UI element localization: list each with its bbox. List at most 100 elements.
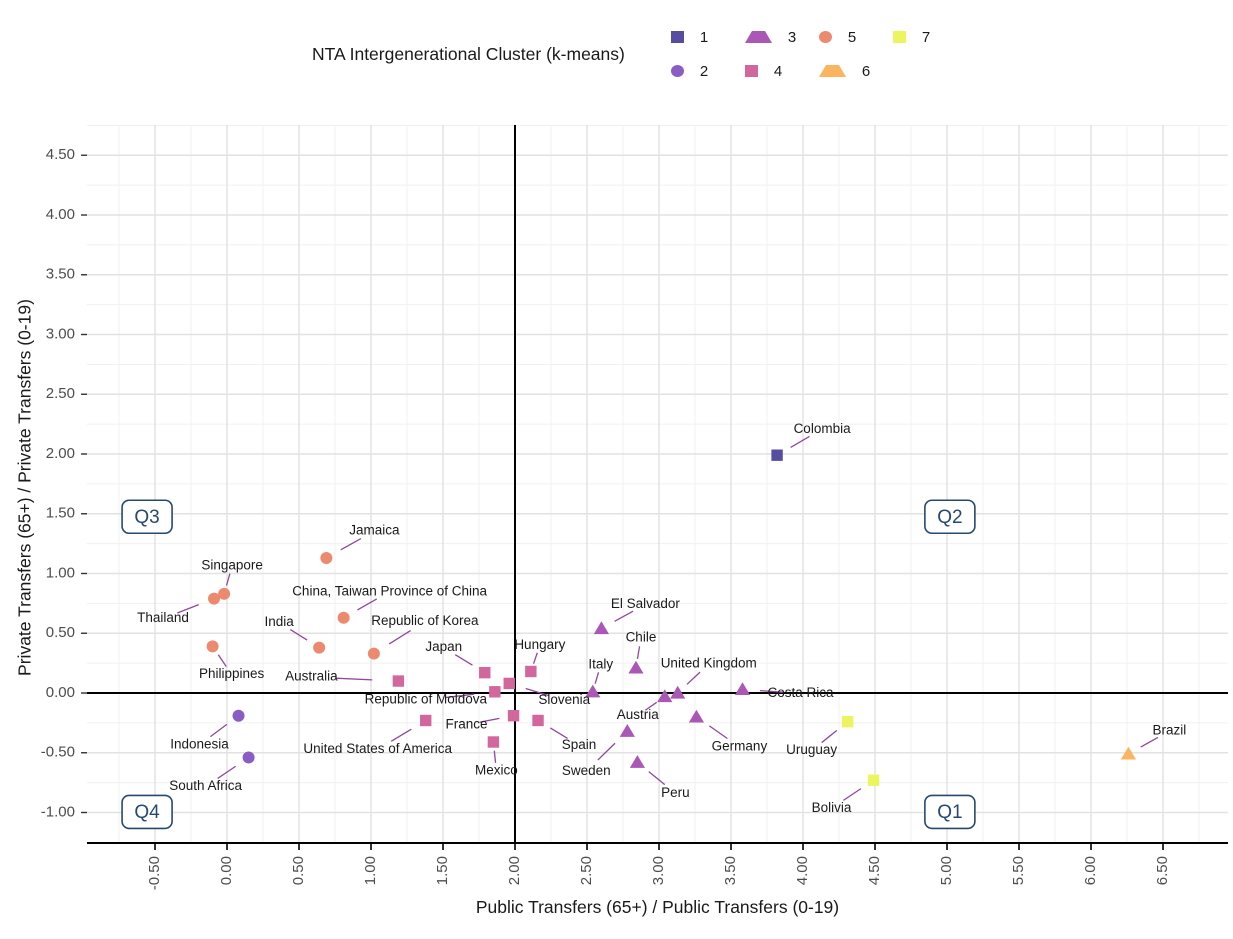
country-label-brazil: Brazil	[1153, 723, 1187, 738]
data-point-slovenia	[503, 677, 515, 690]
country-label-bolivia: Bolivia	[812, 800, 852, 815]
data-point-australia	[392, 675, 405, 687]
x-tick-label: 2.50	[578, 856, 595, 885]
label-leader-line	[210, 723, 228, 738]
x-tick-label: 4.50	[866, 856, 883, 885]
legend-circle-icon	[670, 65, 684, 77]
data-point-austria	[657, 689, 673, 703]
y-tick-label: 0.50	[46, 624, 75, 641]
label-leader-line	[445, 693, 475, 699]
legend-square-icon	[670, 31, 684, 43]
data-point-thailand	[208, 592, 221, 605]
data-point-italy	[585, 684, 601, 698]
label-leader-line	[335, 677, 373, 681]
data-point-germany	[688, 709, 705, 723]
x-tick-label: 6.00	[1082, 856, 1099, 885]
label-leader-line	[217, 765, 237, 779]
label-leader-line	[648, 771, 666, 786]
data-point-hungary	[525, 665, 537, 678]
label-leader-line	[225, 573, 231, 586]
data-point-uruguay	[841, 715, 854, 728]
y-tick-label: 3.50	[46, 266, 75, 283]
quadrant-badge-q3	[121, 499, 173, 535]
legend-item-label: 2	[699, 62, 709, 80]
legend-square-icon	[744, 65, 758, 77]
x-tick-label: 3.00	[650, 856, 667, 885]
label-leader-line	[614, 610, 634, 622]
country-label-china-taiwan-province-of-china: China, Taiwan Province of China	[292, 583, 487, 598]
country-label-colombia: Colombia	[794, 421, 852, 436]
data-point-indonesia	[232, 709, 245, 722]
legend-square-icon	[892, 31, 906, 43]
country-label-united-states-of-america: United States of America	[303, 741, 452, 756]
country-label-el-salvador: El Salvador	[611, 596, 681, 611]
legend-item-label: 3	[787, 28, 797, 46]
data-point-france	[507, 710, 520, 722]
country-label-indonesia: Indonesia	[170, 736, 229, 751]
country-label-republic-of-korea: Republic of Korea	[371, 613, 479, 628]
country-label-hungary: Hungary	[514, 637, 565, 652]
x-tick-label: 0.00	[218, 856, 235, 885]
country-label-peru: Peru	[661, 785, 690, 800]
data-point-united-kingdom	[670, 685, 686, 699]
x-tick-label: 3.50	[722, 856, 739, 885]
legend-triangle-icon	[744, 31, 772, 43]
data-point-jamaica	[320, 551, 333, 564]
x-tick-label: 1.50	[434, 856, 451, 885]
label-leader-line	[759, 689, 785, 693]
legend-triangle-icon	[818, 65, 846, 77]
label-leader-line	[1140, 736, 1159, 748]
y-tick-label: 0.00	[46, 684, 75, 701]
quadrant-label-q3: Q3	[134, 507, 159, 528]
y-tick-label: 4.00	[46, 206, 75, 223]
y-axis-title: Private Transfers (65+) / Private Transf…	[14, 299, 35, 676]
legend-item-label: 7	[921, 28, 931, 46]
legend-title: NTA Intergenerational Cluster (k-means)	[312, 43, 625, 64]
label-leader-line	[525, 687, 550, 697]
quadrant-label-q2: Q2	[937, 507, 962, 528]
legend-item-2: 2	[670, 62, 723, 80]
country-label-uruguay: Uruguay	[786, 742, 837, 757]
legend-item-6: 6	[818, 62, 871, 80]
country-label-italy: Italy	[588, 656, 613, 671]
y-tick-label: 1.50	[46, 505, 75, 522]
data-point-singapore	[218, 587, 231, 600]
quadrant-label-q1: Q1	[937, 802, 962, 823]
data-point-brazil	[1120, 746, 1137, 760]
legend-item-7: 7	[892, 28, 945, 46]
legend-item-label: 4	[773, 62, 783, 80]
country-label-germany: Germany	[712, 738, 768, 753]
data-point-republic-of-korea	[367, 647, 380, 660]
data-point-peru	[629, 755, 645, 768]
x-tick-label: 0.50	[290, 856, 307, 885]
country-label-chile: Chile	[626, 629, 657, 644]
label-leader-line	[550, 727, 568, 740]
x-tick-label: 1.00	[362, 856, 379, 885]
legend-item-3: 3	[744, 28, 797, 46]
label-leader-line	[357, 598, 378, 611]
country-label-france: France	[446, 716, 488, 731]
country-label-india: India	[265, 614, 295, 629]
label-leader-line	[842, 788, 862, 801]
data-point-sweden	[619, 724, 635, 737]
legend-item-label: 6	[861, 62, 871, 80]
quadrant-badge-q4	[121, 794, 173, 830]
data-point-south-africa	[242, 751, 255, 764]
label-leader-line	[821, 729, 838, 744]
legend-item-5: 5	[818, 29, 871, 46]
data-point-philippines	[206, 640, 219, 653]
country-label-costa-rica: Costa Rica	[768, 685, 835, 700]
legend-item-4: 4	[744, 62, 797, 80]
country-label-united-kingdom: United Kingdom	[661, 656, 757, 671]
data-point-el-salvador	[593, 621, 609, 635]
quadrant-badge-q2	[924, 499, 976, 535]
country-label-japan: Japan	[425, 639, 462, 654]
label-leader-line	[390, 728, 412, 742]
quadrant-badge-q1	[924, 794, 976, 830]
data-point-mexico	[487, 736, 500, 748]
label-leader-line	[479, 717, 500, 723]
x-tick-label: 2.00	[506, 856, 523, 885]
label-leader-line	[532, 652, 538, 664]
label-leader-line	[594, 672, 600, 684]
